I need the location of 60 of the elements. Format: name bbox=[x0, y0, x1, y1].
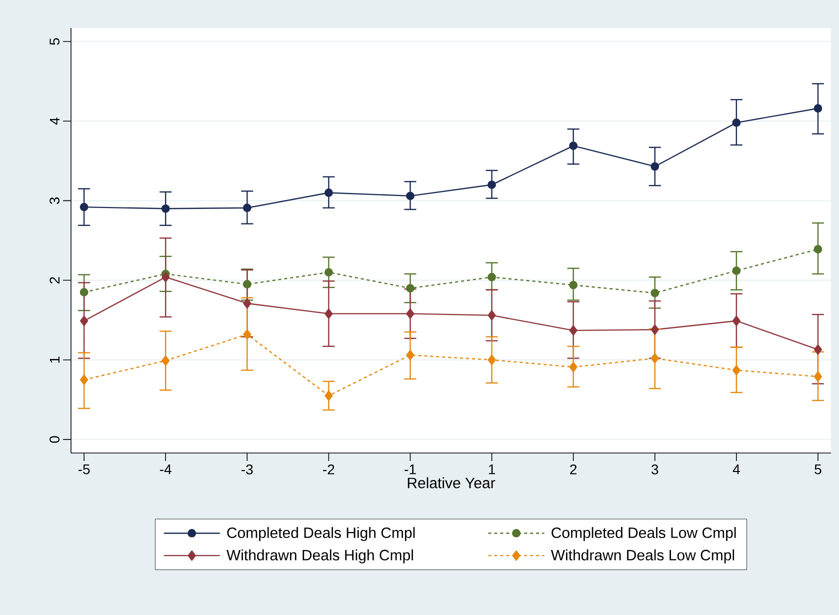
x-tick-label: 2 bbox=[570, 464, 577, 474]
point bbox=[80, 288, 88, 296]
point bbox=[569, 142, 578, 150]
x-tick-label: 5 bbox=[814, 464, 822, 474]
point bbox=[650, 353, 659, 364]
legend-label: Completed Deals Low Cmpl bbox=[552, 527, 736, 542]
point bbox=[406, 350, 414, 360]
x-tick-label: 1 bbox=[488, 464, 495, 474]
point bbox=[488, 272, 496, 282]
point bbox=[732, 266, 741, 275]
legend-label: Withdrawn Deals Low Cmpl bbox=[550, 549, 734, 564]
point bbox=[161, 204, 170, 213]
y-tick-label: 0 bbox=[50, 436, 60, 443]
point bbox=[814, 104, 822, 113]
point bbox=[242, 204, 252, 212]
point bbox=[814, 245, 822, 254]
y-tick-label: 2 bbox=[50, 277, 60, 284]
point bbox=[243, 298, 252, 309]
point bbox=[814, 344, 822, 355]
x-tick-label: 3 bbox=[652, 464, 658, 474]
point bbox=[162, 272, 170, 282]
point bbox=[162, 355, 170, 366]
point bbox=[406, 284, 414, 292]
point bbox=[324, 390, 333, 401]
point bbox=[324, 188, 333, 197]
legend-label: Withdrawn Deals High Cmpl bbox=[226, 549, 413, 564]
point bbox=[243, 329, 252, 340]
y-tick-label: 5 bbox=[50, 38, 60, 45]
x-tick-label: -5 bbox=[78, 464, 90, 474]
point bbox=[814, 371, 822, 382]
legend-label: Completed Deals High Cmpl bbox=[227, 527, 415, 542]
x-axis-title: Relative Year bbox=[408, 477, 496, 488]
point bbox=[80, 374, 88, 385]
point bbox=[406, 308, 414, 319]
point bbox=[569, 280, 578, 290]
y-tick-label: 1 bbox=[50, 356, 60, 363]
point bbox=[650, 288, 660, 298]
point bbox=[406, 192, 414, 200]
point bbox=[488, 310, 496, 320]
point bbox=[324, 268, 333, 277]
point bbox=[488, 180, 496, 189]
point bbox=[732, 365, 740, 376]
point bbox=[569, 362, 578, 372]
x-tick-label: -3 bbox=[242, 464, 253, 474]
x-tick-label: -1 bbox=[404, 464, 416, 474]
y-tick-label: 3 bbox=[50, 197, 60, 204]
point bbox=[324, 308, 333, 319]
point bbox=[650, 324, 659, 335]
point bbox=[732, 316, 740, 326]
point bbox=[80, 202, 88, 212]
x-tick-label: -2 bbox=[323, 464, 334, 474]
x-tick-label: -4 bbox=[160, 464, 172, 474]
y-tick-label: 4 bbox=[50, 118, 60, 125]
point bbox=[732, 118, 741, 127]
point bbox=[650, 162, 660, 171]
point bbox=[80, 316, 88, 326]
point bbox=[242, 280, 252, 288]
point bbox=[569, 325, 578, 336]
x-tick-label: 4 bbox=[732, 464, 740, 474]
point bbox=[488, 354, 496, 366]
